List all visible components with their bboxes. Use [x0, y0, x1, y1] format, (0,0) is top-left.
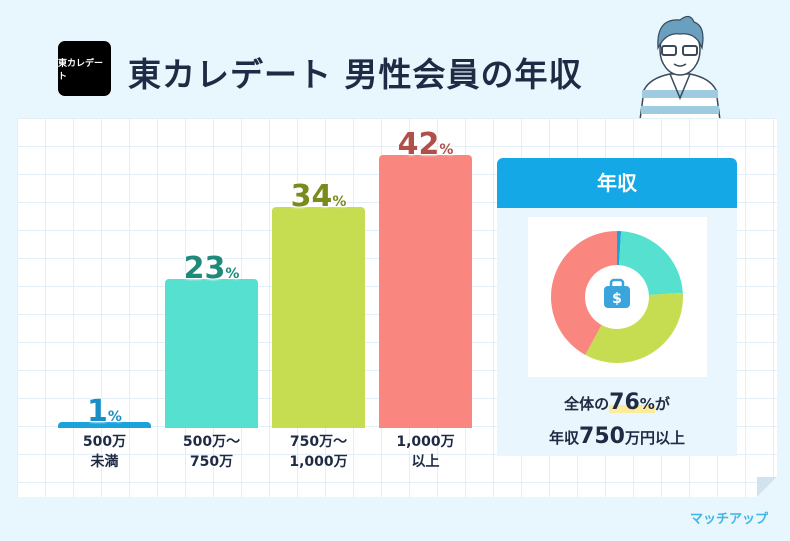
summary-percent-unit: % [639, 395, 655, 413]
donut-box: $ [528, 217, 707, 377]
category-label: 1,000万 以上 [396, 434, 455, 470]
donut-slice [551, 231, 617, 355]
summary-suffix: が [654, 395, 670, 413]
category-label: 500万 未満 [82, 434, 127, 470]
matchup-logo: マッチアップ [690, 512, 769, 527]
panel-title: 年収 [497, 158, 737, 208]
bar [58, 421, 151, 428]
summary-percent: 76 [609, 390, 640, 415]
bar-value-label: 34% [290, 179, 347, 214]
summary-line2-number: 750 [579, 424, 625, 449]
summary-panel: 年収 $ 全体の76%が 年収750万円以上 [497, 158, 737, 456]
page-title: 東カレデート 男性会員の年収 [128, 55, 583, 94]
category-label: 500万～ 750万 [182, 434, 241, 470]
man-illustration [639, 15, 721, 120]
summary-line2-suffix: 万円以上 [624, 429, 685, 447]
bar-value-label: 23% [183, 250, 240, 286]
summary-line-1: 全体の76%が [497, 390, 737, 415]
bar [272, 207, 365, 428]
donut-slice [617, 231, 622, 266]
svg-text:$: $ [612, 291, 622, 307]
bar-value-label: 1% [87, 393, 122, 429]
bar-value-label: 42% [397, 127, 454, 162]
donut-slice [619, 231, 683, 295]
summary-line-2: 年収750万円以上 [497, 424, 737, 449]
donut-chart: $ [551, 231, 683, 363]
brand-logo: 東カレデート [58, 41, 111, 96]
donut-slice [585, 292, 683, 363]
bar [379, 155, 472, 428]
category-label: 750万～ 1,000万 [289, 434, 348, 470]
summary-prefix: 全体の [564, 395, 610, 413]
summary-line2-prefix: 年収 [549, 429, 580, 447]
bar [165, 278, 258, 428]
money-bag-icon: $ [604, 278, 630, 308]
page-fold [757, 477, 777, 497]
